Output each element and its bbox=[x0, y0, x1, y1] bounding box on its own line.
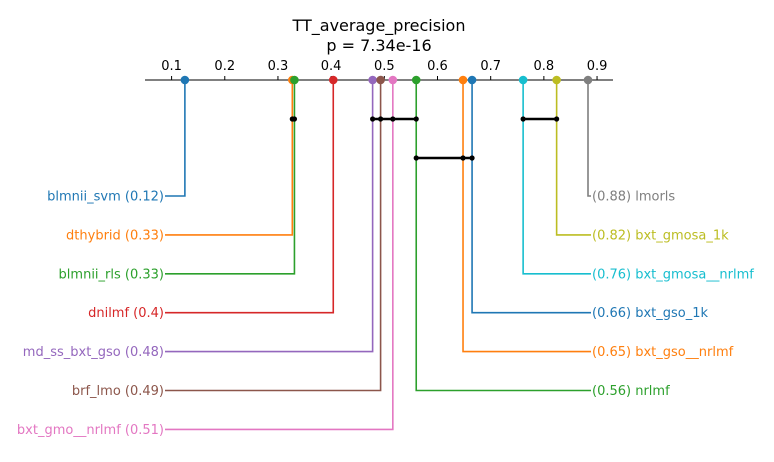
chart-subtitle: p = 7.34e-16 bbox=[326, 36, 431, 55]
marker-bxt_gmosa_1k bbox=[552, 75, 561, 85]
connector-lmorls bbox=[587, 80, 591, 197]
entry-label-md_ss_bxt_gso: md_ss_bxt_gso (0.48) bbox=[23, 345, 164, 360]
clique-point bbox=[413, 155, 419, 161]
clique-point bbox=[554, 116, 560, 122]
connector-blmnii_svm bbox=[165, 80, 186, 197]
tick-label: 0.6 bbox=[427, 59, 448, 74]
entry-label-bxt_gso__nrlmf: (0.65) bxt_gso__nrlmf bbox=[592, 345, 734, 360]
clique-point bbox=[370, 116, 376, 122]
clique-point bbox=[377, 116, 384, 122]
entry-label-bxt_gmo__nrlmf: bxt_gmo__nrlmf (0.51) bbox=[17, 423, 164, 438]
connector-nrlmf bbox=[415, 80, 591, 392]
marker-blmnii_svm bbox=[180, 75, 190, 85]
connector-dnilmf bbox=[165, 80, 335, 314]
clique-point bbox=[469, 155, 475, 161]
tick-label: 0.2 bbox=[214, 59, 235, 74]
marker-bxt_gmosa__nrlmf bbox=[518, 75, 528, 85]
connector-bxt_gso_1k bbox=[471, 80, 591, 314]
entry-labels: blmnii_svm (0.12) dthybrid (0.33) blmnii_r… bbox=[17, 190, 754, 438]
marker-bxt_gmo__nrlmf bbox=[388, 75, 398, 85]
tick-label: 0.1 bbox=[161, 59, 182, 74]
connector-bxt_gmosa__nrlmf bbox=[522, 80, 591, 275]
clique-point bbox=[390, 116, 396, 122]
chart-title: TT_average_precision bbox=[292, 16, 466, 36]
entry-label-bxt_gmosa_1k: (0.82) bxt_gmosa_1k bbox=[592, 228, 729, 243]
marker-brf_lmo bbox=[376, 75, 385, 85]
connector-lines bbox=[165, 80, 591, 431]
clique-point bbox=[520, 116, 526, 122]
connector-brf_lmo bbox=[165, 80, 382, 392]
tick-label: 0.7 bbox=[480, 59, 501, 74]
clique-point bbox=[460, 155, 466, 161]
connector-bxt_gso__nrlmf bbox=[462, 80, 591, 353]
axis-markers bbox=[180, 75, 593, 85]
marker-lmorls bbox=[583, 75, 593, 85]
marker-bxt_gso_1k bbox=[467, 75, 477, 85]
tick-label: 0.8 bbox=[534, 59, 555, 74]
clique-bars bbox=[289, 116, 560, 161]
marker-bxt_gso__nrlmf bbox=[458, 75, 468, 85]
clique-point bbox=[291, 116, 298, 122]
connector-bxt_gmo__nrlmf bbox=[165, 80, 394, 431]
tick-label: 0.4 bbox=[321, 59, 342, 74]
connector-dthybrid bbox=[165, 80, 294, 236]
marker-blmnii_rls bbox=[290, 75, 299, 85]
entry-label-blmnii_rls: blmnii_rls (0.33) bbox=[59, 267, 164, 282]
entry-label-bxt_gmosa__nrlmf: (0.76) bxt_gmosa__nrlmf bbox=[592, 267, 754, 282]
entry-label-nrlmf: (0.56) nrlmf bbox=[592, 384, 670, 399]
tick-label: 0.3 bbox=[268, 59, 289, 74]
entry-label-dthybrid: dthybrid (0.33) bbox=[66, 228, 164, 243]
entry-label-blmnii_svm: blmnii_svm (0.12) bbox=[47, 190, 164, 205]
marker-nrlmf bbox=[411, 75, 421, 85]
connector-blmnii_rls bbox=[165, 80, 296, 275]
entry-label-brf_lmo: brf_lmo (0.49) bbox=[72, 384, 164, 399]
connector-md_ss_bxt_gso bbox=[165, 80, 374, 353]
tick-label: 0.9 bbox=[587, 59, 608, 74]
marker-md_ss_bxt_gso bbox=[368, 75, 377, 85]
entry-label-bxt_gso_1k: (0.66) bxt_gso_1k bbox=[592, 306, 709, 321]
clique-point bbox=[413, 116, 419, 122]
rank-axis: 0.1 0.2 0.3 0.4 0.5 0.6 0.7 0.8 0.9 bbox=[145, 59, 613, 81]
entry-label-lmorls: (0.88) lmorls bbox=[592, 190, 675, 205]
marker-dnilmf bbox=[328, 75, 338, 85]
connector-bxt_gmosa_1k bbox=[555, 80, 591, 236]
tick-label: 0.5 bbox=[374, 59, 395, 74]
entry-label-dnilmf: dnilmf (0.4) bbox=[88, 306, 164, 321]
